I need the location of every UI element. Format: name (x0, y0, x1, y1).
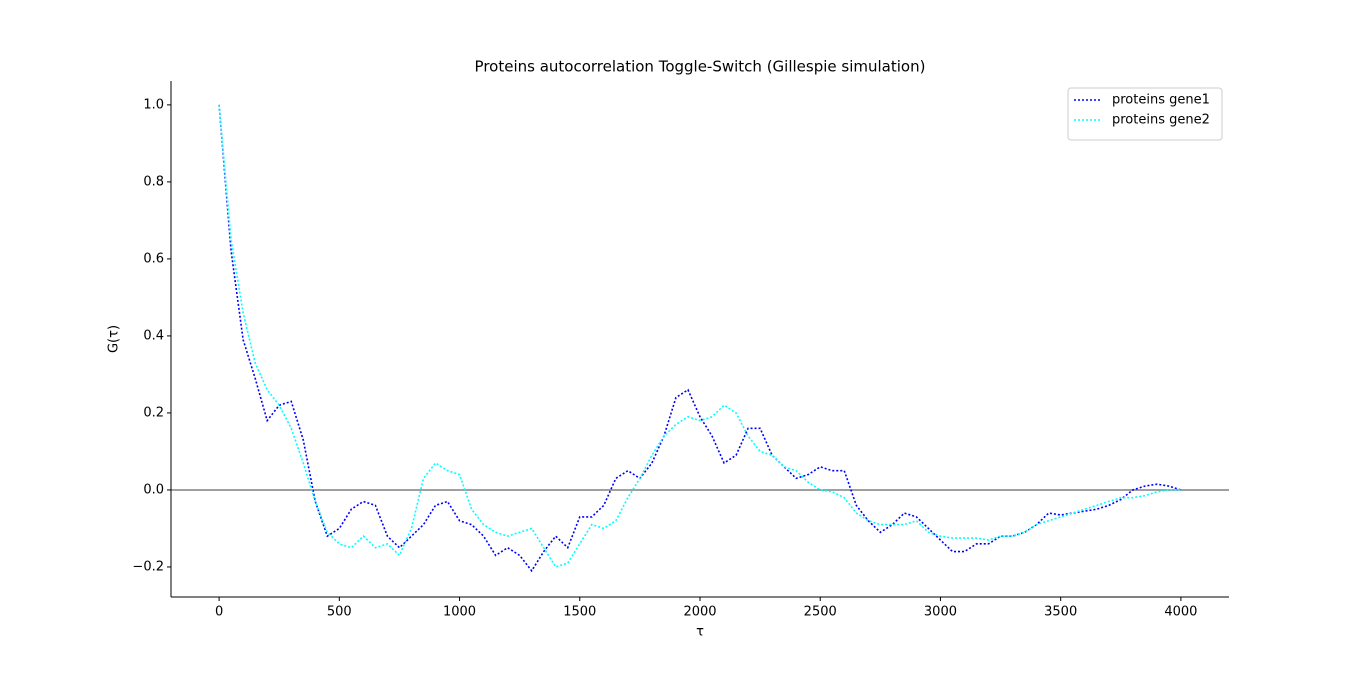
y-tick-label: 0.8 (143, 174, 164, 189)
data-line (218, 104, 1182, 573)
x-tick-label: 3000 (924, 605, 957, 620)
y-tick-label: 0.6 (143, 251, 164, 266)
y-tick-label: 0.2 (143, 405, 164, 420)
x-tick-label: 3500 (1044, 605, 1077, 620)
x-tick-label: 1500 (563, 605, 596, 620)
legend: proteins gene1 proteins gene2 (1067, 87, 1223, 141)
x-axis-label: τ (696, 625, 704, 640)
y-tick-label: 0.0 (143, 482, 164, 497)
x-tick-label: 2500 (804, 605, 837, 620)
x-tick-label: 0 (215, 605, 223, 620)
y-tick-label: 0.4 (143, 328, 164, 343)
x-tick-label: 4000 (1164, 605, 1197, 620)
x-tick-label: 1000 (443, 605, 476, 620)
chart-title: Proteins autocorrelation Toggle-Switch (… (475, 58, 926, 76)
x-tick-label: 2000 (683, 605, 716, 620)
data-line (218, 104, 1181, 568)
y-tick-label: 1.0 (143, 97, 164, 112)
legend-label: proteins gene2 (1112, 113, 1210, 128)
x-tick-label: 500 (327, 605, 352, 620)
y-axis-label: G(τ) (107, 325, 122, 353)
legend-box (1067, 87, 1223, 141)
legend-label: proteins gene1 (1112, 93, 1210, 108)
y-tick-label: −0.2 (132, 559, 164, 574)
